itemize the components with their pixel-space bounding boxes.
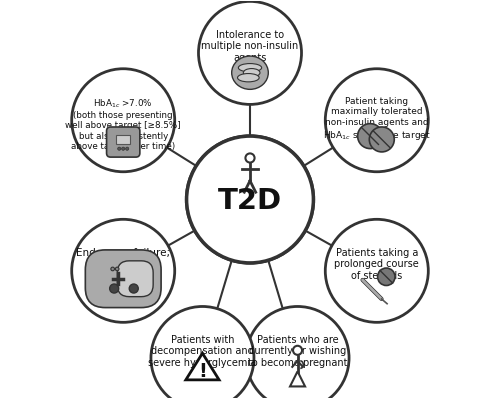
Circle shape	[110, 284, 118, 293]
Text: Patients who are
currently or wishing
to become pregnant: Patients who are currently or wishing to…	[248, 335, 348, 368]
Circle shape	[378, 268, 395, 285]
Circle shape	[116, 267, 119, 271]
Circle shape	[122, 147, 125, 150]
Circle shape	[186, 136, 314, 263]
Text: Patient taking
maximally tolerated
non-insulin agents and
HbA$_{1c}$ still above: Patient taking maximally tolerated non-i…	[323, 97, 430, 142]
Circle shape	[72, 219, 174, 322]
Circle shape	[293, 346, 302, 355]
Circle shape	[111, 267, 114, 271]
Circle shape	[72, 69, 174, 172]
Circle shape	[246, 153, 254, 162]
Text: Patients taking a
prolonged course
of steriods: Patients taking a prolonged course of st…	[334, 248, 419, 281]
Circle shape	[198, 1, 302, 105]
Circle shape	[151, 306, 254, 399]
Ellipse shape	[244, 69, 260, 77]
Polygon shape	[290, 371, 305, 387]
Circle shape	[326, 69, 428, 172]
Text: End-organ failure;
acute illness: End-organ failure; acute illness	[76, 248, 170, 269]
FancyBboxPatch shape	[86, 250, 161, 308]
Circle shape	[118, 147, 121, 150]
Polygon shape	[186, 353, 219, 380]
Text: Patients with
decompensation and
severe hyperglycemia: Patients with decompensation and severe …	[148, 335, 256, 368]
Circle shape	[186, 136, 314, 263]
Bar	[116, 135, 130, 144]
Circle shape	[126, 147, 129, 150]
Text: !: !	[198, 362, 207, 381]
Circle shape	[370, 127, 394, 152]
FancyBboxPatch shape	[106, 127, 140, 157]
Ellipse shape	[238, 63, 262, 72]
FancyBboxPatch shape	[118, 261, 153, 296]
Text: HbA$_{1c}$ >7.0%
(both those presenting
well above target [≥8.5%]
but also persi: HbA$_{1c}$ >7.0% (both those presenting …	[66, 97, 181, 151]
Ellipse shape	[232, 56, 268, 89]
Circle shape	[326, 219, 428, 322]
Ellipse shape	[238, 73, 259, 82]
Text: T2D: T2D	[218, 188, 282, 215]
Circle shape	[246, 306, 349, 399]
Text: Intolerance to
multiple non-insulin
agents: Intolerance to multiple non-insulin agen…	[202, 30, 298, 63]
Circle shape	[358, 124, 382, 148]
Circle shape	[129, 284, 138, 293]
